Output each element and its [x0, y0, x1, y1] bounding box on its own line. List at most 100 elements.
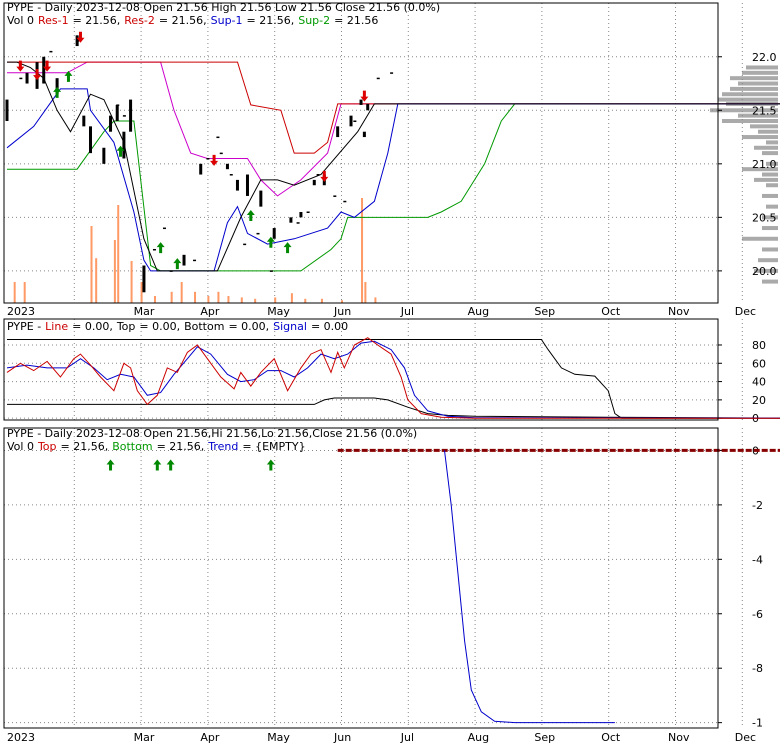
stoch-legend-text: = 0.00,: [139, 320, 180, 333]
price-dot: [116, 104, 120, 106]
trend-ytick-label: -1: [752, 717, 763, 730]
volume-bar: [13, 282, 16, 303]
buy-arrow: [266, 236, 275, 248]
volume-bar: [227, 296, 230, 303]
price-dot: [316, 174, 320, 176]
trend-buy-arrow: [166, 459, 175, 471]
volume-profile-bar: [710, 108, 778, 113]
price-ytick-label: 20.5: [752, 211, 777, 224]
price-dot: [19, 77, 23, 80]
buy-arrow: [64, 70, 73, 82]
res1-line: [7, 61, 780, 154]
trend-legend-text: = 21.56,: [61, 440, 109, 453]
price-dot: [243, 243, 247, 246]
price-candle: [312, 179, 316, 186]
price-legend-text: = 21.56,: [159, 14, 207, 27]
price-dot: [152, 248, 156, 251]
price-dot: [206, 157, 210, 160]
volume-profile-bar: [766, 204, 778, 209]
volume-profile-bar: [766, 161, 778, 166]
price-candle: [289, 217, 293, 223]
sell-arrow: [76, 31, 85, 43]
volume-profile-bar: [762, 172, 778, 177]
price-candle: [102, 147, 106, 164]
volume-bar: [217, 291, 220, 303]
volume-profile-bar: [742, 135, 778, 140]
trend-ytick-label: -6: [752, 608, 763, 621]
trend-ytick-label: -4: [752, 553, 763, 566]
price-dot: [306, 211, 310, 213]
price-xtick-label: Oct: [601, 305, 621, 318]
price-dot: [193, 259, 197, 262]
volume-bar: [361, 198, 364, 303]
buy-arrow: [53, 86, 62, 98]
volume-bar: [364, 282, 367, 303]
volume-bar: [374, 297, 377, 303]
buy-arrow: [283, 242, 292, 254]
price-dot: [169, 270, 173, 272]
buy-arrow: [156, 242, 165, 254]
price-candle: [359, 99, 363, 105]
volume-bar: [117, 205, 120, 303]
volume-profile-bar: [762, 193, 778, 198]
trend-xtick-label: Mar: [134, 731, 155, 744]
buy-arrow: [246, 210, 255, 221]
trend-line: [444, 450, 615, 724]
volume-profile-bar: [742, 236, 778, 241]
trend-xtick-label: Oct: [601, 731, 621, 744]
volume-bar: [254, 298, 257, 303]
volume-bar: [320, 298, 323, 303]
price-candle: [42, 56, 46, 84]
trend-xtick-label: Apr: [200, 731, 220, 744]
stoch-legend-text: PYPE -: [7, 320, 41, 333]
volume-profile-bar: [762, 151, 778, 156]
price-panel: 22.0 21.5 21.0 20.5 20.0 PYPE - Daily 2023-12…: [3, 1, 780, 318]
price-dot: [122, 115, 126, 117]
stoch-top-line: [7, 339, 780, 419]
volume-profile-bar: [722, 119, 778, 123]
price-dot: [296, 222, 300, 224]
volume-profile-bar: [738, 81, 778, 86]
trend-buy-arrow: [266, 459, 275, 471]
stoch-bottom-line: [7, 397, 780, 419]
price-legend-text: Res-2: [124, 14, 155, 27]
price-candle: [115, 104, 119, 121]
price-xtick-label: May: [267, 305, 290, 318]
stoch-legend-text: Signal: [273, 320, 307, 333]
volume-bar: [274, 297, 277, 303]
volume-bar: [304, 298, 307, 303]
volume-bar: [240, 297, 243, 303]
trend-xtick-label: 2023: [7, 731, 35, 744]
stoch-legend-text: Line: [45, 320, 68, 333]
volume-bar: [130, 261, 133, 303]
price-legend-text: Vol 0: [7, 14, 34, 27]
stoch-legend-text: = 0.00,: [228, 320, 269, 333]
sell-arrow: [33, 69, 42, 81]
trend-xtick-label: Nov: [668, 731, 690, 744]
volume-profile-bar: [746, 65, 778, 70]
buy-arrow: [116, 145, 125, 157]
buy-arrow: [173, 258, 182, 270]
sell-arrow: [210, 154, 219, 166]
sup1-line: [6, 88, 780, 272]
trend-legend-text: PYPE - Daily 2023-12-08 Open 21.56,Hi 21…: [7, 427, 417, 440]
price-candle: [109, 115, 113, 132]
price-candle: [182, 254, 186, 266]
price-ytick-label: 20.0: [752, 265, 777, 278]
trend-legend-text: Vol 0: [7, 440, 34, 453]
price-candle: [89, 126, 92, 154]
sell-arrow: [320, 170, 329, 182]
price-dot: [216, 136, 220, 139]
price-dot: [76, 40, 80, 42]
trend-buy-arrow: [153, 459, 162, 471]
price-candle: [55, 78, 59, 95]
price-xtick-label: Sep: [534, 305, 555, 318]
volume-profile-bar: [766, 140, 778, 145]
stoch-legend-text: Bottom: [184, 320, 224, 333]
price-xtick-label: Jun: [333, 305, 351, 318]
trend-ytick-label: -8: [752, 662, 763, 675]
price-legend-text: Res-1: [38, 14, 69, 27]
volume-bar: [140, 282, 143, 303]
price-xtick-label: Apr: [200, 305, 220, 318]
price-candle: [142, 265, 146, 293]
